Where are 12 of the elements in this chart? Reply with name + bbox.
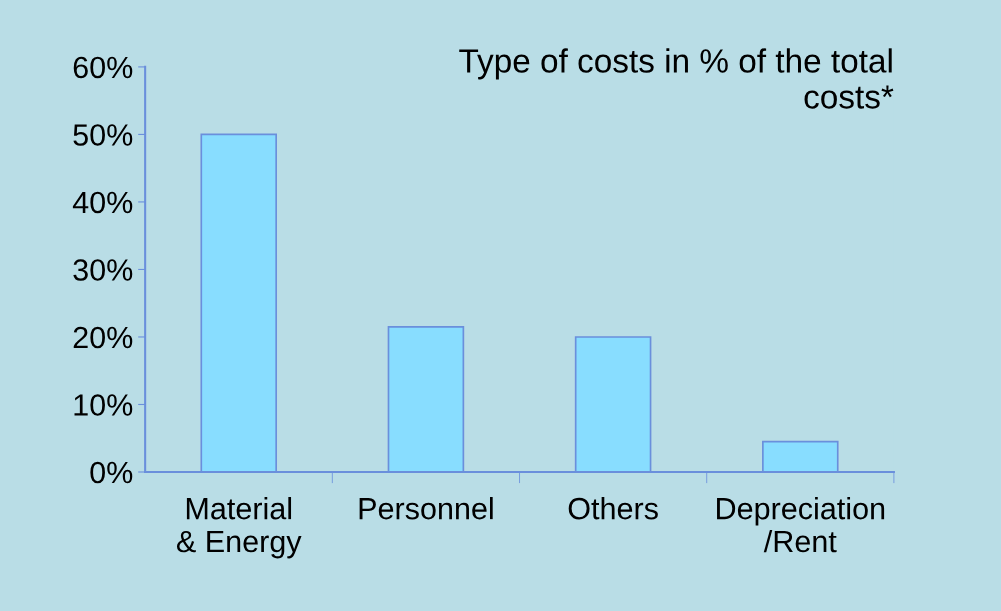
y-tick-label: 20% (73, 326, 133, 349)
y-tick-label: 0% (90, 461, 133, 484)
y-tick-label: 30% (73, 259, 133, 281)
y-tick-label: 50% (73, 124, 133, 146)
y-tick-label: 10% (74, 394, 133, 416)
y-tick-label: 60% (73, 56, 133, 79)
chart-title: Type of costs in % of the total costs* (459, 48, 894, 109)
y-tick-label: 40% (72, 191, 133, 214)
x-tick-label: Others (568, 497, 658, 520)
x-tick-label: Depreciation /Rent (717, 497, 885, 553)
x-tick-label: Personnel (359, 497, 493, 520)
x-tick-label: Material & Energy (176, 497, 302, 559)
